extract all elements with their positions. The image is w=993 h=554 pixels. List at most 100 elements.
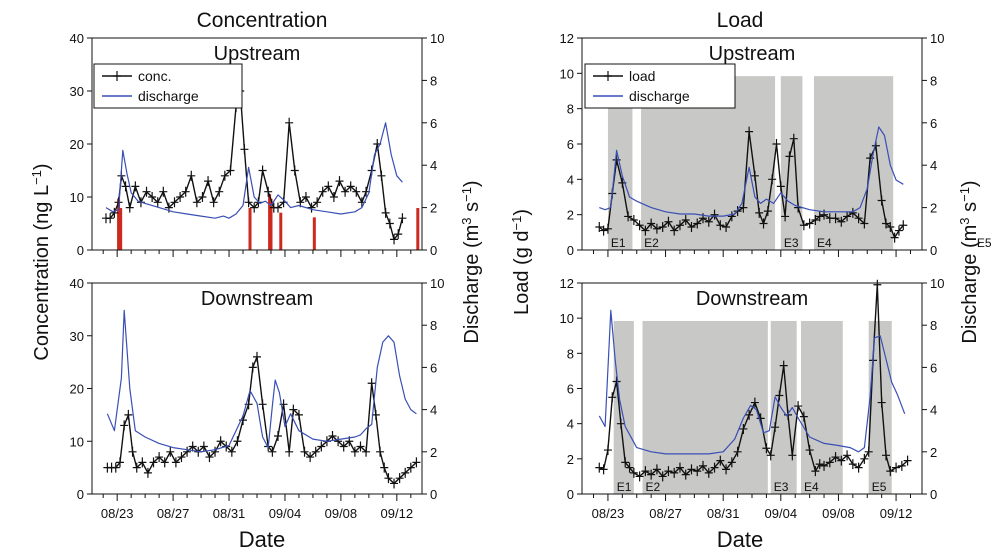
data-point-marker [716, 455, 725, 466]
data-point-marker [762, 443, 771, 454]
data-point-marker [183, 446, 192, 457]
y-tick-label: 0 [567, 487, 574, 502]
data-point-marker [171, 457, 180, 468]
y-tick-label: 30 [70, 84, 84, 99]
data-point-marker [138, 457, 147, 468]
data-point-marker [877, 397, 886, 408]
data-point-marker [148, 192, 157, 202]
event-label-e2: E2 [646, 480, 661, 494]
data-point-marker [328, 430, 337, 441]
data-point-marker [710, 209, 719, 220]
data-point-marker [131, 181, 140, 192]
data-point-marker [170, 197, 179, 208]
load-line [599, 284, 909, 478]
conc-down-panel: Downstream 0 10 20 30 40 0 2 4 6 8 10 08/23 08/27 08/3… [70, 276, 445, 521]
data-point-marker [160, 457, 169, 468]
legend-box [93, 63, 243, 109]
legend-label: load [629, 68, 655, 84]
legend-box [584, 63, 736, 109]
data-point-marker [799, 220, 808, 231]
data-point-marker [132, 462, 141, 473]
data-point-marker [621, 457, 630, 468]
data-point-marker [903, 455, 912, 466]
data-point-marker [149, 457, 158, 468]
data-point-marker [300, 446, 309, 457]
data-point-marker [384, 473, 393, 484]
rain-bar [269, 198, 273, 250]
data-point-marker [406, 462, 415, 473]
x-axis-label-right: Date [717, 527, 763, 552]
data-point-marker [301, 192, 310, 202]
legend-label: discharge [138, 88, 199, 104]
y2-tick-label: 6 [930, 360, 937, 375]
y2-tick-label: 6 [930, 116, 937, 131]
data-point-marker [897, 460, 906, 471]
y2-tick-label: 10 [430, 276, 444, 291]
y2-tick-label: 6 [430, 116, 437, 131]
data-point-marker [346, 181, 355, 192]
data-point-marker [647, 469, 656, 480]
data-point-marker [789, 133, 798, 144]
x-tick-label: 09/04 [765, 506, 798, 521]
conc-line [107, 356, 417, 485]
data-point-marker [248, 362, 257, 373]
data-point-marker [658, 222, 667, 233]
data-point-marker [843, 211, 852, 222]
data-point-marker [886, 466, 895, 477]
data-point-marker [825, 457, 834, 468]
data-point-marker [693, 218, 702, 229]
data-point-marker [745, 409, 754, 420]
event-band-e4 [813, 76, 894, 250]
event-label-e4: E4 [804, 480, 819, 494]
conc-line [106, 90, 404, 241]
data-point-marker [253, 351, 261, 362]
data-point-marker [641, 225, 650, 236]
data-point-marker [837, 455, 846, 466]
data-point-marker [641, 466, 650, 477]
data-point-marker [854, 462, 863, 473]
data-point-marker [716, 220, 725, 231]
data-point-marker [629, 467, 638, 478]
data-point-marker [198, 192, 207, 202]
data-point-marker [781, 211, 790, 222]
data-point-marker [390, 478, 399, 489]
data-point-marker [240, 144, 249, 155]
data-point-marker [890, 232, 899, 243]
data-point-marker [704, 467, 713, 478]
data-point-marker [335, 176, 344, 187]
data-point-marker [273, 202, 282, 213]
subtitle-upstream: Upstream [214, 43, 301, 65]
data-point-marker [350, 446, 359, 457]
y2-tick-label: 2 [430, 201, 437, 216]
data-point-marker [176, 192, 185, 202]
data-point-marker [289, 404, 298, 415]
data-point-marker [727, 457, 736, 468]
data-point-marker [788, 450, 797, 461]
data-point-marker [412, 457, 421, 468]
y-tick-label: 8 [567, 102, 574, 117]
data-point-marker [681, 469, 690, 480]
y-tick-label: 8 [567, 346, 574, 361]
y-tick-label: 10 [560, 311, 574, 326]
y-tick-label: 20 [70, 382, 84, 397]
y2-tick-label: 4 [430, 403, 437, 418]
data-point-marker [608, 392, 617, 403]
data-point-marker [873, 279, 882, 290]
y-tick-label: 12 [560, 276, 574, 291]
data-point-marker [799, 411, 808, 422]
data-point-marker [860, 218, 869, 229]
data-point-marker [285, 117, 294, 128]
data-point-marker [209, 197, 218, 208]
y-tick-label: 40 [70, 276, 84, 291]
data-point-marker [111, 462, 120, 473]
event-band-e4 [800, 320, 843, 494]
data-point-marker [603, 223, 612, 234]
data-point-marker [733, 206, 742, 217]
data-point-marker [603, 445, 612, 456]
x-tick-label: 09/04 [269, 506, 302, 521]
event-label-e5: E5 [872, 480, 887, 494]
data-point-marker [820, 460, 829, 471]
data-point-marker [664, 466, 673, 477]
data-point-marker [381, 207, 390, 218]
data-point-marker [273, 430, 282, 441]
